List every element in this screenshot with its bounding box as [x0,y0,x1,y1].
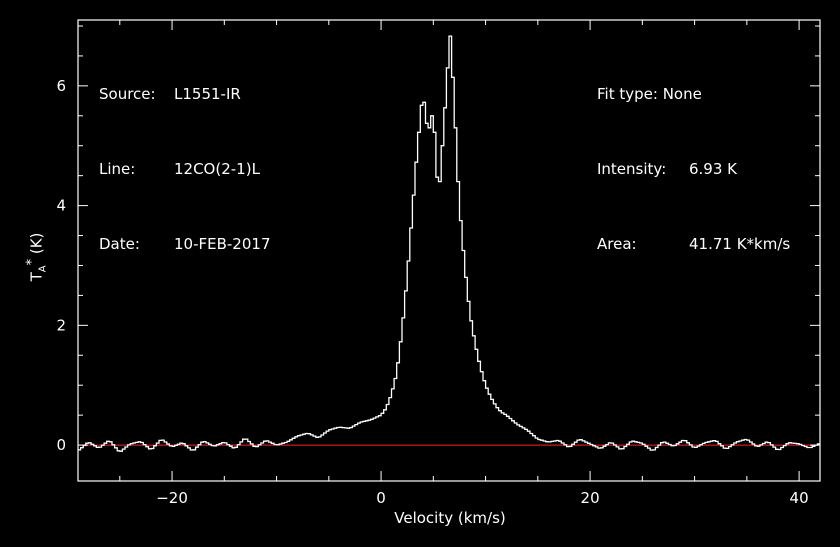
area-value: 41.71 K*km/s [689,235,791,253]
source-value: L1551-IR [174,85,241,103]
source-key: Source: [99,85,156,103]
date-value: 10-FEB-2017 [174,235,271,253]
x-tick-label: 0 [376,489,386,507]
line-key: Line: [99,160,136,178]
x-tick-label: 40 [790,489,809,507]
info-panel-left: Source: L1551-IR Line: 12CO(2-1)L Date: 10-… [99,32,270,282]
axis-ticks: −20 0 20 40 0 2 4 6 [56,20,820,507]
y-tick-label: 0 [56,436,66,454]
y-tick-label: 4 [56,197,66,215]
plot-frame [77,19,821,482]
y-tick-label: 6 [56,77,66,95]
ylabel-sup: * [24,258,40,266]
ylabel-sub: A [37,265,49,273]
ylabel-T: T [27,272,46,282]
area-key: Area: [597,235,637,253]
y-axis-label: TA* (K) [24,233,48,282]
intensity-key: Intensity: [597,160,667,178]
fit-type-key: Fit type: [597,85,658,103]
date-key: Date: [99,235,140,253]
fit-type-value: None [662,85,702,103]
x-axis-label: Velocity (km/s) [394,509,506,527]
ylabel-unit: (K) [27,232,46,259]
x-tick-label: 20 [581,489,600,507]
x-tick-label: −20 [156,489,188,507]
intensity-value: 6.93 K [689,160,738,178]
info-panel-right: Fit type: None Intensity: 6.93 K Area: 41.… [597,32,790,282]
y-tick-label: 2 [56,316,66,334]
spectrum-line [78,35,820,452]
line-value: 12CO(2-1)L [174,160,260,178]
